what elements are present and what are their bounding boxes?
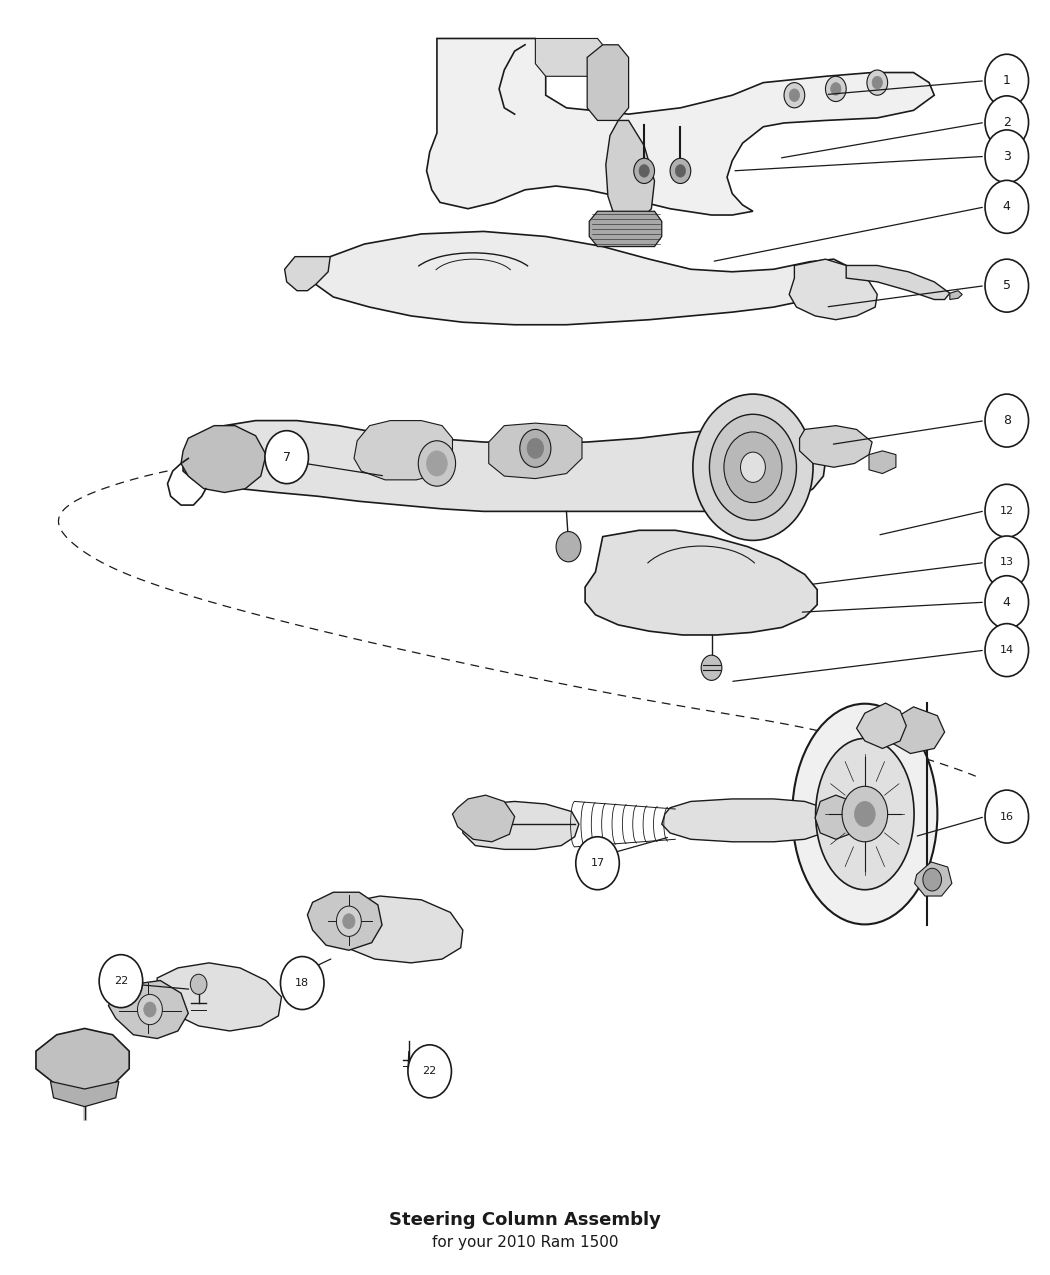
Circle shape [790, 89, 799, 102]
Text: 12: 12 [1000, 506, 1014, 516]
Polygon shape [915, 862, 952, 896]
Polygon shape [426, 38, 934, 215]
Polygon shape [815, 796, 857, 839]
Circle shape [873, 76, 882, 89]
Polygon shape [585, 530, 817, 635]
Polygon shape [354, 421, 453, 479]
Polygon shape [308, 892, 382, 950]
Polygon shape [606, 120, 654, 224]
Circle shape [985, 180, 1029, 233]
Circle shape [265, 431, 309, 483]
Polygon shape [587, 45, 629, 120]
Text: 2: 2 [1003, 116, 1011, 129]
Polygon shape [488, 423, 582, 478]
Text: 3: 3 [1003, 150, 1011, 163]
Text: 22: 22 [113, 977, 128, 986]
Circle shape [985, 259, 1029, 312]
Polygon shape [316, 232, 848, 325]
Circle shape [426, 451, 447, 476]
Circle shape [784, 83, 804, 108]
Polygon shape [285, 256, 330, 291]
Polygon shape [589, 212, 662, 246]
Polygon shape [181, 426, 266, 492]
Text: for your 2010 Ram 1500: for your 2010 Ram 1500 [432, 1235, 618, 1251]
Polygon shape [790, 259, 878, 320]
Circle shape [985, 55, 1029, 107]
Circle shape [520, 430, 551, 467]
Text: 14: 14 [1000, 645, 1014, 655]
Circle shape [693, 394, 813, 541]
Circle shape [639, 164, 649, 177]
Polygon shape [846, 265, 950, 300]
Circle shape [634, 158, 654, 184]
Circle shape [138, 994, 163, 1025]
Circle shape [923, 868, 942, 891]
Circle shape [831, 83, 841, 96]
Circle shape [985, 790, 1029, 843]
Ellipse shape [816, 738, 915, 890]
Text: Steering Column Assembly: Steering Column Assembly [390, 1211, 660, 1229]
Circle shape [407, 1044, 452, 1098]
Circle shape [723, 432, 782, 502]
Circle shape [575, 836, 620, 890]
Circle shape [336, 907, 361, 936]
Circle shape [675, 164, 686, 177]
Text: 4: 4 [1003, 595, 1011, 608]
Circle shape [99, 955, 143, 1007]
Circle shape [280, 956, 324, 1010]
Ellipse shape [793, 704, 938, 924]
Circle shape [985, 623, 1029, 677]
Text: 17: 17 [590, 858, 605, 868]
Circle shape [144, 1002, 156, 1017]
Circle shape [190, 974, 207, 994]
Polygon shape [950, 291, 962, 300]
Polygon shape [885, 706, 945, 754]
Text: 8: 8 [1003, 414, 1011, 427]
Circle shape [710, 414, 797, 520]
Circle shape [985, 484, 1029, 537]
Text: 7: 7 [282, 450, 291, 464]
Polygon shape [36, 1029, 129, 1091]
Polygon shape [453, 796, 514, 842]
Circle shape [985, 536, 1029, 589]
Polygon shape [50, 1081, 119, 1107]
Circle shape [527, 439, 544, 459]
Text: 18: 18 [295, 978, 310, 988]
Circle shape [670, 158, 691, 184]
Text: 4: 4 [1003, 200, 1011, 213]
Polygon shape [536, 38, 608, 76]
Polygon shape [108, 980, 188, 1039]
Circle shape [556, 532, 581, 562]
Circle shape [842, 787, 887, 842]
Circle shape [985, 576, 1029, 629]
Circle shape [985, 96, 1029, 149]
Circle shape [701, 655, 721, 681]
Text: 16: 16 [1000, 812, 1014, 821]
Polygon shape [799, 426, 873, 467]
Polygon shape [158, 963, 281, 1031]
Circle shape [740, 453, 765, 482]
Circle shape [825, 76, 846, 102]
Text: 13: 13 [1000, 557, 1014, 567]
Polygon shape [183, 421, 825, 511]
Polygon shape [327, 896, 463, 963]
Circle shape [342, 914, 355, 928]
Polygon shape [463, 802, 579, 849]
Text: 5: 5 [1003, 279, 1011, 292]
Text: 22: 22 [422, 1066, 437, 1076]
Circle shape [418, 441, 456, 486]
Circle shape [985, 130, 1029, 182]
Polygon shape [857, 703, 906, 748]
Polygon shape [662, 799, 825, 842]
Text: 1: 1 [1003, 74, 1011, 87]
Circle shape [855, 802, 876, 826]
Circle shape [867, 70, 887, 96]
Polygon shape [869, 451, 896, 473]
Circle shape [985, 394, 1029, 448]
